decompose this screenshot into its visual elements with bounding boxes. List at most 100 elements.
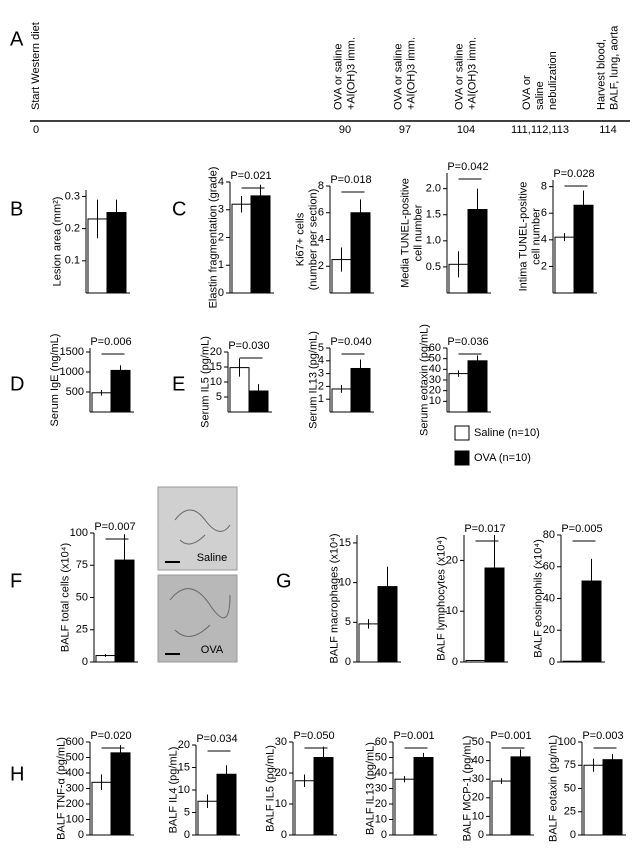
y-axis-label: BALF total cells (x10⁴) — [59, 543, 71, 652]
bar — [394, 778, 415, 836]
panel-label: B — [10, 198, 23, 220]
tissue-outline — [169, 509, 231, 637]
bar — [554, 236, 575, 294]
y-tick-label: 50 — [564, 782, 576, 794]
y-tick-label: 15 — [339, 537, 351, 549]
y-axis-label: Intima TUNEL-positive — [518, 182, 530, 292]
y-axis-label: Ki67+ cells — [295, 212, 307, 266]
y-tick-label: 2 — [318, 380, 324, 392]
y-tick-label: 10 — [375, 813, 387, 825]
y-axis-label: Serum IL13 (pg/mL) — [308, 331, 320, 429]
y-tick-label: 0 — [452, 656, 458, 668]
y-tick-label: 20 — [210, 346, 222, 358]
y-tick-label: 40 — [429, 363, 441, 375]
bar — [216, 773, 237, 836]
bar — [510, 756, 531, 836]
y-tick-label: 10 — [275, 798, 287, 810]
y-tick-label: 6 — [541, 207, 547, 219]
bar — [491, 780, 512, 836]
y-tick-label: 300 — [66, 782, 84, 794]
y-tick-label: 6 — [318, 207, 324, 219]
y-tick-label: 5 — [184, 806, 190, 818]
legend-label: OVA (n=10) — [474, 452, 531, 464]
y-tick-label: 75 — [564, 759, 576, 771]
y-tick-label: 100 — [558, 736, 576, 748]
y-tick-label: 400 — [66, 767, 84, 779]
y-axis-label: BALF IL4 (pg/mL) — [168, 747, 180, 834]
panel-label: E — [172, 373, 185, 395]
y-tick-label: 2 — [541, 260, 547, 272]
y-axis-label: Lesion area (mm²) — [51, 197, 63, 287]
y-tick-label: 3 — [318, 368, 324, 380]
timeline-event: +Al(OH)3 imm. — [345, 37, 357, 110]
histology-image — [157, 486, 238, 571]
y-tick-label: 0 — [82, 656, 88, 668]
bar — [583, 764, 604, 836]
y-tick-label: 0.3 — [65, 190, 80, 202]
y-tick-label: 0 — [570, 829, 576, 841]
y-tick-label: 4 — [541, 234, 547, 246]
y-tick-label: 75 — [76, 559, 88, 571]
timeline-event: OVA or saline — [453, 44, 465, 110]
y-tick-label: 50 — [472, 736, 484, 748]
y-tick-label: 2 — [218, 231, 224, 243]
y-tick-label: 80 — [543, 529, 555, 541]
y-tick-label: 40 — [543, 592, 555, 604]
y-axis-label: BALF TNF-α (pg/mL) — [55, 737, 67, 840]
y-tick-label: 4 — [318, 233, 324, 245]
y-tick-label: 0 — [184, 829, 190, 841]
legend-swatch — [454, 450, 470, 466]
y-tick-label: 0 — [78, 829, 84, 841]
timeline-day: 111,112,113 — [511, 124, 569, 136]
y-axis-label: BALF lymphocytes (x10⁴) — [436, 536, 448, 661]
y-tick-label: 2 — [318, 260, 324, 272]
y-tick-label: 20 — [178, 739, 190, 751]
bar — [294, 780, 315, 836]
y-tick-label: 20 — [429, 385, 441, 397]
image-label: OVA — [201, 644, 224, 656]
y-tick-label: 20 — [543, 624, 555, 636]
p-value: P=0.001 — [490, 730, 531, 742]
p-value: P=0.042 — [447, 161, 488, 173]
y-axis-label: BALF macrophages (x10⁴) — [329, 533, 341, 663]
timeline-event: OVA or — [521, 75, 533, 110]
y-tick-label: 15 — [210, 361, 222, 373]
y-tick-label: 30 — [275, 736, 287, 748]
y-tick-label: 20 — [472, 792, 484, 804]
panel-label: C — [172, 198, 186, 220]
y-tick-label: 50 — [76, 591, 88, 603]
y-tick-label: 8 — [541, 181, 547, 193]
legend-label: Saline (n=10) — [474, 427, 540, 439]
y-axis-label: Serum IL5 (pg/mL) — [200, 336, 212, 428]
y-tick-label: 0 — [281, 829, 287, 841]
y-tick-label: 500 — [66, 386, 84, 398]
timeline-event: nebulization — [547, 51, 559, 110]
p-value: P=0.007 — [94, 521, 135, 533]
y-tick-label: 10 — [178, 784, 190, 796]
y-tick-label: 50 — [429, 353, 441, 365]
timeline-event: OVA or saline — [332, 44, 344, 110]
y-tick-label: 0 — [549, 656, 555, 668]
y-axis-label: BALF IL5 (pg/mL) — [265, 745, 277, 832]
y-tick-label: 600 — [66, 736, 84, 748]
y-tick-label: 100 — [70, 527, 88, 539]
timeline-day: 114 — [599, 124, 617, 136]
y-tick-label: 5 — [216, 391, 222, 403]
panel-label: F — [10, 570, 22, 592]
bar — [91, 781, 112, 836]
y-tick-label: 5 — [318, 342, 324, 354]
p-value: P=0.028 — [553, 168, 594, 180]
y-tick-label: 4 — [218, 176, 224, 188]
y-axis-label: BALF eotaxin (pg/mL) — [547, 735, 559, 842]
y-tick-label: 1 — [318, 393, 324, 405]
bar — [110, 369, 131, 413]
y-axis-label: Elastin fragmentation (grade) — [208, 167, 220, 309]
timeline-event: +Al(OH)3 imm. — [405, 37, 417, 110]
panel-label: H — [10, 763, 24, 785]
timeline-day: 90 — [339, 124, 351, 136]
panel-label: A — [10, 28, 24, 50]
y-tick-label: 60 — [429, 342, 441, 354]
y-axis-label: cell number — [412, 204, 424, 261]
